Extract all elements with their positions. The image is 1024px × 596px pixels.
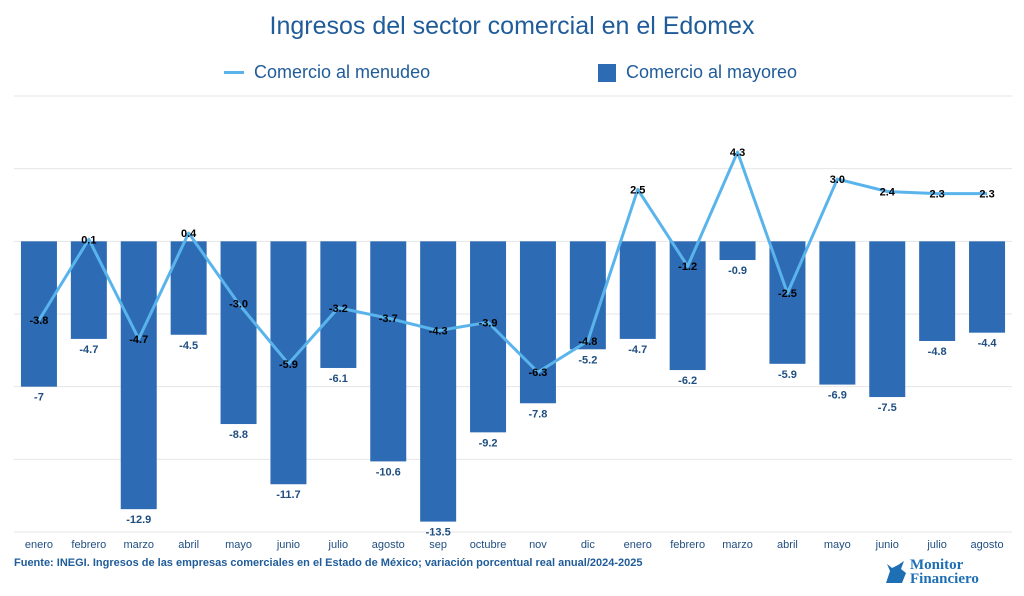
line-series: [37, 150, 988, 374]
bar-data-label: -0.9: [728, 265, 747, 277]
bar: [320, 241, 357, 368]
line-data-label: -3.0: [229, 299, 248, 311]
bar-swatch-icon: [598, 63, 616, 82]
bar: [170, 241, 207, 335]
line-data-label: -2.5: [778, 288, 797, 300]
bar: [120, 241, 157, 510]
legend-label: Comercio al mayoreo: [626, 62, 798, 82]
bar-data-label: -4.4: [978, 338, 998, 350]
x-tick-label: abril: [777, 539, 798, 551]
bar-data-label: -9.2: [479, 437, 498, 449]
chart-title: Ingresos del sector comercial en el Edom…: [269, 12, 755, 40]
bar-data-label: -11.7: [276, 489, 300, 501]
bar-data-label: -5.9: [778, 369, 797, 381]
bar: [969, 241, 1006, 333]
line-data-label: -3.9: [479, 317, 498, 329]
bar-data-label: -6.2: [678, 375, 697, 387]
bar-data-label: -4.7: [79, 344, 98, 356]
x-tick-label: febrero: [71, 539, 106, 551]
bar: [420, 241, 457, 522]
logo: Monitor Financiero: [884, 558, 979, 587]
line-data-label: 0.4: [181, 228, 197, 240]
x-tick-label: marzo: [123, 539, 154, 551]
x-tick-label: agosto: [372, 539, 405, 551]
bar: [819, 241, 856, 385]
x-tick-label: febrero: [670, 539, 705, 551]
bull-logo-icon: [886, 561, 906, 583]
line-data-label: -4.8: [578, 336, 597, 348]
bar-data-label: -13.5: [426, 527, 451, 539]
source-note: Fuente: INEGI. Ingresos de las empresas …: [14, 557, 643, 569]
bar-data-label: -7.8: [528, 408, 547, 420]
line-data-label: -6.3: [528, 367, 547, 379]
bar: [70, 241, 107, 339]
x-tick-label: junio: [276, 539, 300, 551]
x-tick-label: abril: [178, 539, 199, 551]
line-data-label: -5.9: [279, 359, 298, 371]
line-data-label: -3.7: [379, 313, 398, 325]
x-tick-label: mayo: [824, 539, 851, 551]
bar-data-label: -12.9: [126, 514, 151, 526]
x-tick-label: octubre: [470, 539, 507, 551]
bar: [370, 241, 407, 462]
bar-data-label: -6.9: [828, 390, 847, 402]
bar-data-label: -7: [34, 392, 44, 404]
x-tick-label: enero: [25, 539, 53, 551]
bar: [220, 241, 257, 425]
line-data-label: -3.8: [29, 315, 48, 327]
line-data-label: -1.2: [678, 261, 697, 273]
bar: [569, 241, 606, 350]
bar: [869, 241, 906, 398]
x-tick-label: junio: [875, 539, 899, 551]
x-tick-label: mayo: [225, 539, 252, 551]
bar-data-label: -4.5: [179, 340, 198, 352]
bar-data-label: -4.7: [628, 344, 647, 356]
legend-item-mayoreo: Comercio al mayoreo: [598, 62, 797, 83]
line-data-label: 0.1: [81, 234, 96, 246]
bar: [619, 241, 656, 339]
line-data-label: 2.4: [880, 187, 896, 199]
line-swatch-icon: [224, 71, 244, 74]
bar: [719, 241, 756, 261]
line-data-label: 2.5: [630, 184, 645, 196]
bar-data-label: -5.2: [578, 354, 597, 366]
line-data-label: 2.3: [930, 189, 945, 201]
x-tick-label: enero: [624, 539, 652, 551]
line-data-label: 3.0: [830, 174, 845, 186]
x-tick-label: dic: [581, 539, 596, 551]
bar: [20, 241, 57, 387]
x-tick-label: marzo: [722, 539, 753, 551]
bar-data-label: -7.5: [878, 402, 897, 414]
bar: [519, 241, 556, 404]
bar: [470, 241, 507, 433]
line-data-label: -4.7: [129, 334, 148, 346]
bar-data-label: -6.1: [329, 373, 348, 385]
legend-label: Comercio al menudeo: [254, 62, 431, 82]
x-tick-label: julio: [926, 539, 947, 551]
line-data-label: 4.3: [730, 147, 745, 159]
x-tick-label: nov: [529, 539, 547, 551]
legend-item-menudeo: Comercio al menudeo: [224, 62, 430, 83]
bar-data-label: -8.8: [229, 429, 248, 441]
x-tick-label: sep: [429, 539, 447, 551]
bar-data-label: -10.6: [376, 466, 401, 478]
bar-data-label: -4.8: [928, 346, 947, 358]
line-data-label: -4.3: [429, 326, 448, 338]
x-tick-label: agosto: [971, 539, 1004, 551]
x-tick-label: julio: [328, 539, 349, 551]
line-data-label: -3.2: [329, 303, 348, 315]
bar: [919, 241, 956, 341]
line-data-label: 2.3: [979, 189, 994, 201]
